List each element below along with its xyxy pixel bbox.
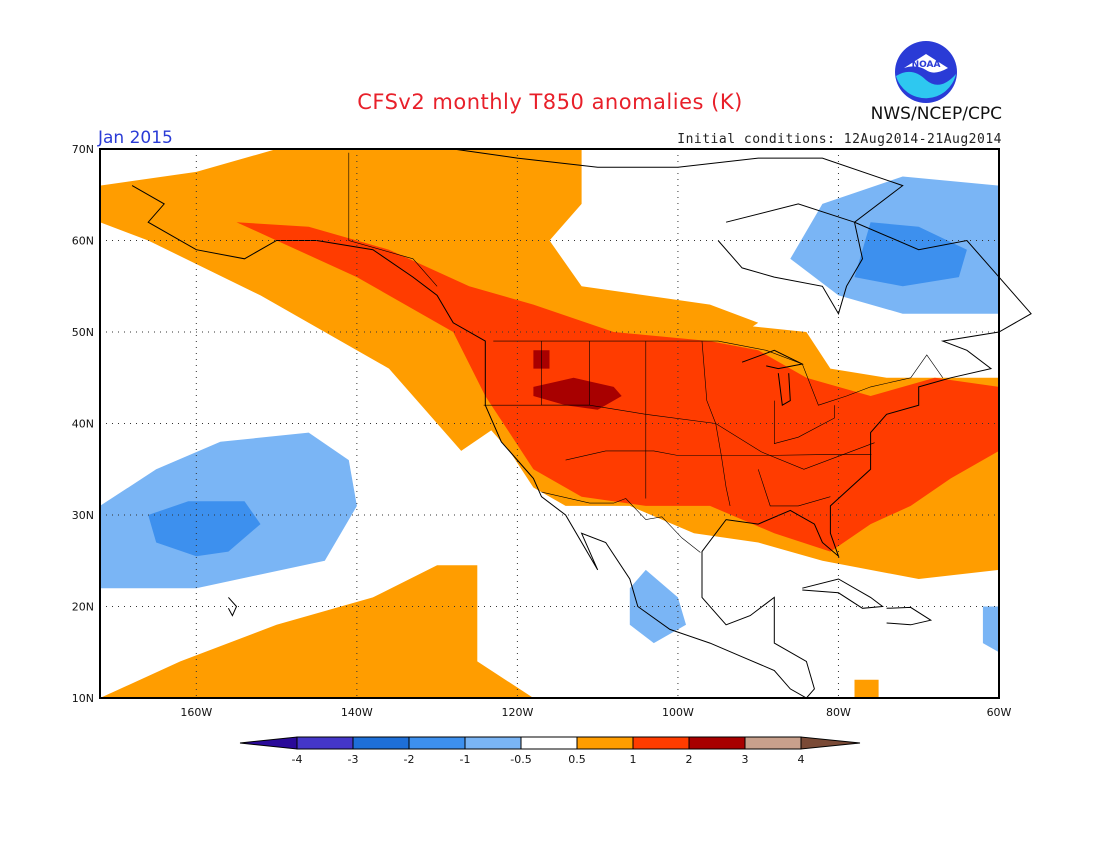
border-states-6 [757, 469, 831, 507]
coastline-hudson-bay [717, 203, 864, 315]
color-legend: -4 -3 -2 -1 -0.5 0.5 1 2 3 4 [239, 736, 861, 766]
legend-tick-1: -3 [348, 753, 359, 766]
initial-conditions: Initial conditions: 12Aug2014-21Aug2014 [677, 132, 1002, 147]
lon-label-120: 120W [501, 706, 533, 719]
anomaly-fills [100, 149, 999, 698]
legend-swatch-6 [576, 736, 634, 750]
border-canada-us [348, 152, 438, 287]
legend-arrow-high [800, 736, 861, 750]
legend-tick-5: 0.5 [568, 753, 586, 766]
legend-swatch-4 [464, 736, 522, 750]
lon-label-60: 60W [987, 706, 1012, 719]
lat-label-50: 50N [72, 326, 94, 339]
anomaly-lightblue-pacific [100, 432, 357, 589]
legend-tick-7: 2 [686, 753, 693, 766]
lat-label-40: 40N [72, 418, 94, 431]
coastline-hawaii [227, 597, 238, 617]
lat-label-20: 20N [72, 601, 94, 614]
legend-tick-8: 3 [742, 753, 749, 766]
lon-label-80: 80W [826, 706, 851, 719]
anomaly-orange-north-pacific-alaska [100, 149, 759, 451]
legend-tick-9: 4 [798, 753, 805, 766]
legend-tick-2: -2 [404, 753, 415, 766]
anomaly-midblue-pacific [148, 501, 261, 557]
legend-swatch-3 [408, 736, 466, 750]
lat-label-30: 30N [72, 509, 94, 522]
anomaly-orange-caribbean [854, 679, 879, 698]
coastline-cuba [802, 578, 884, 609]
legend-tick-0: -4 [292, 753, 303, 766]
anomaly-red-conus [236, 222, 999, 552]
lat-lon-grid [100, 149, 999, 698]
legend-swatch-1 [296, 736, 354, 750]
agency-label: NWS/NCEP/CPC [870, 104, 1002, 124]
forecast-month: Jan 2015 [98, 128, 173, 148]
border-49th-parallel [493, 340, 944, 406]
lat-label-10: 10N [72, 692, 94, 705]
border-states-4 [701, 341, 731, 506]
anomaly-orange-subtropical-pacific [100, 565, 534, 698]
noaa-logo-text: NOAA [912, 60, 941, 70]
map-frame [99, 148, 1000, 699]
coastline-north-america [131, 148, 1032, 699]
anomaly-midblue-hudson [854, 222, 967, 287]
coastline-lake-michigan [777, 373, 791, 407]
legend-swatch-9 [744, 736, 802, 750]
legend-tick-6: 1 [630, 753, 637, 766]
anomaly-lightblue-caribbean [982, 606, 999, 653]
anomaly-lightblue-mexico [629, 569, 686, 644]
legend-swatch-2 [352, 736, 410, 750]
border-states-7 [774, 400, 835, 444]
border-us-mexico [541, 491, 701, 553]
anomaly-darkred-rockies [533, 377, 622, 410]
legend-swatch-7 [632, 736, 690, 750]
border-states-2 [483, 404, 875, 470]
border-states-5 [565, 450, 872, 461]
lat-label-60: 60N [72, 235, 94, 248]
anomaly-darkred-montana [533, 350, 550, 369]
anomaly-lightblue-hudson [790, 176, 999, 314]
axis-labels: 70N 60N 50N 40N 30N 20N 10N 160W 140W 120W 100W 80W… [72, 143, 1012, 719]
legend-tick-4: -0.5 [510, 753, 531, 766]
legend-arrow-low [239, 736, 298, 750]
anomaly-orange-great-lakes-atlantic [485, 322, 999, 579]
lon-label-140: 140W [341, 706, 373, 719]
legend-tick-3: -1 [460, 753, 471, 766]
noaa-logo: NOAA [895, 41, 957, 103]
lat-label-70: 70N [72, 143, 94, 156]
coastline-great-lakes [741, 349, 804, 370]
lon-label-160: 160W [180, 706, 212, 719]
lon-label-100: 100W [662, 706, 694, 719]
legend-swatch-8 [688, 736, 746, 750]
coastlines [131, 148, 1032, 699]
legend-swatch-5 [520, 736, 578, 750]
map-title: CFSv2 monthly T850 anomalies (K) [357, 90, 743, 114]
border-states-1 [541, 341, 590, 406]
coastline-hispaniola [886, 606, 933, 626]
